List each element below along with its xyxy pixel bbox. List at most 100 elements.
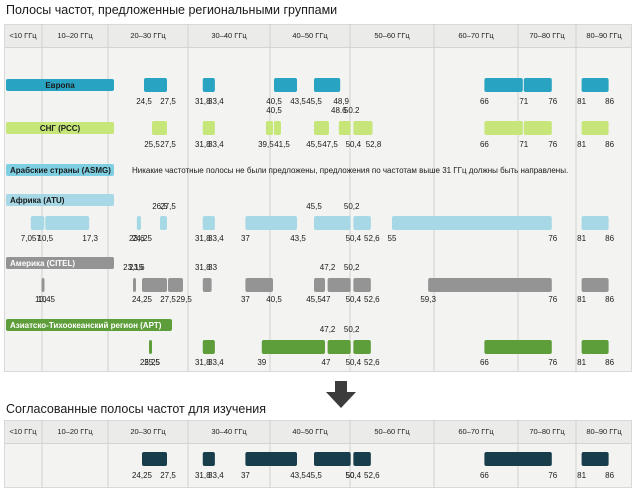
agreed-edge-label: 50,4 bbox=[346, 471, 362, 480]
band-edge-label: 40,5 bbox=[266, 106, 282, 115]
band-edge-label: 31,8 bbox=[195, 97, 211, 106]
column-label: 70–80 ГГц bbox=[529, 31, 565, 40]
band-edge-label: 24,25 bbox=[132, 234, 153, 243]
band-edge-label: 33,4 bbox=[208, 140, 224, 149]
frequency-band bbox=[314, 78, 341, 92]
frequency-band bbox=[160, 216, 167, 230]
band-edge-label: 76 bbox=[548, 140, 557, 149]
band-edge-label: 47 bbox=[322, 295, 331, 304]
band-edge-label: 50,2 bbox=[344, 263, 360, 272]
frequency-band bbox=[142, 278, 167, 292]
band-edge-label: 25,5 bbox=[144, 140, 160, 149]
band-edge-label: 10 bbox=[38, 295, 47, 304]
band-edge-label: 7,057 bbox=[21, 234, 42, 243]
frequency-band bbox=[581, 216, 609, 230]
frequency-band bbox=[168, 278, 183, 292]
band-edge-label: 52,8 bbox=[366, 140, 382, 149]
frequency-band bbox=[133, 278, 136, 292]
band-edge-label: 39 bbox=[257, 358, 266, 367]
band-edge-label: 52,6 bbox=[364, 295, 380, 304]
band-edge-label: 43,5 bbox=[290, 234, 306, 243]
band-edge-label: 66 bbox=[480, 140, 489, 149]
frequency-band bbox=[581, 121, 609, 135]
frequency-band bbox=[428, 278, 552, 292]
frequency-band bbox=[274, 121, 281, 135]
frequency-band bbox=[314, 216, 351, 230]
group-label-europe: Европа bbox=[45, 81, 75, 90]
agreed-edge-label: 24,25 bbox=[132, 471, 153, 480]
group-label-americas: Америка (CITEL) bbox=[10, 259, 75, 268]
group-label-apt: Азиатско-Тихоокеанский регион (APT) bbox=[10, 321, 162, 330]
band-edge-label: 33,4 bbox=[208, 358, 224, 367]
band-edge-label: 52,6 bbox=[364, 358, 380, 367]
group-label-badge bbox=[6, 319, 172, 331]
column-label: <10 ГГц bbox=[9, 427, 37, 436]
frequency-band bbox=[392, 216, 552, 230]
band-edge-label: 24,5 bbox=[136, 97, 152, 106]
agreed-band bbox=[245, 452, 297, 466]
band-edge-label: 76 bbox=[548, 97, 557, 106]
column-label: 10–20 ГГц bbox=[57, 31, 93, 40]
frequency-band bbox=[136, 216, 141, 230]
frequency-band bbox=[265, 121, 273, 135]
frequency-band bbox=[152, 121, 167, 135]
band-edge-label: 47 bbox=[322, 358, 331, 367]
frequency-band bbox=[202, 278, 212, 292]
group-label-arab: Арабские страны (ASMG) bbox=[10, 166, 111, 175]
frequency-band bbox=[327, 278, 351, 292]
column-label: 40–50 ГГц bbox=[292, 427, 328, 436]
band-edge-label: 76 bbox=[548, 234, 557, 243]
band-edge-label: 45,5 bbox=[306, 97, 322, 106]
agreed-edge-label: 86 bbox=[605, 471, 614, 480]
band-edge-label: 81 bbox=[577, 97, 586, 106]
band-edge-label: 81 bbox=[577, 358, 586, 367]
agreed-band bbox=[142, 452, 167, 466]
frequency-band bbox=[144, 78, 167, 92]
column-label: 40–50 ГГц bbox=[292, 31, 328, 40]
frequency-band bbox=[261, 340, 325, 354]
agreed-edge-label: 37 bbox=[241, 471, 250, 480]
column-label: 30–40 ГГц bbox=[211, 427, 247, 436]
band-edge-label: 48.6 bbox=[331, 106, 347, 115]
group-label-badge bbox=[6, 164, 114, 176]
group-label-badge bbox=[6, 257, 114, 269]
frequency-band bbox=[353, 278, 371, 292]
band-edge-label: 40,5 bbox=[266, 295, 282, 304]
agreed-band bbox=[314, 452, 351, 466]
band-edge-label: 23,6 bbox=[129, 234, 145, 243]
agreed-band bbox=[484, 452, 552, 466]
band-edge-label: 59,3 bbox=[420, 295, 436, 304]
frequency-band bbox=[338, 121, 351, 135]
band-edge-label: 66 bbox=[480, 97, 489, 106]
agreed-edge-label: 27,5 bbox=[160, 471, 176, 480]
band-edge-label: 25,5 bbox=[144, 358, 160, 367]
band-edge-label: 86 bbox=[605, 234, 614, 243]
band-edge-label: 81 bbox=[577, 140, 586, 149]
agreed-band bbox=[581, 452, 609, 466]
band-edge-label: 26,5 bbox=[152, 202, 168, 211]
band-edge-label: 25,25 bbox=[140, 358, 161, 367]
band-edge-label: 33 bbox=[208, 263, 217, 272]
group-note: Никакие частотные полосы не были предлож… bbox=[132, 166, 568, 175]
band-edge-label: 47,2 bbox=[320, 325, 336, 334]
frequency-band bbox=[353, 121, 373, 135]
frequency-band bbox=[353, 216, 371, 230]
band-edge-label: 48,9 bbox=[333, 97, 349, 106]
frequency-band bbox=[581, 78, 609, 92]
frequency-band bbox=[245, 278, 273, 292]
band-edge-label: 31,8 bbox=[195, 140, 211, 149]
frequency-band bbox=[149, 340, 152, 354]
group-label-badge bbox=[6, 194, 114, 206]
column-label: 70–80 ГГц bbox=[529, 427, 565, 436]
band-edge-label: 31,8 bbox=[195, 234, 211, 243]
band-edge-label: 37 bbox=[241, 234, 250, 243]
frequency-band bbox=[314, 121, 329, 135]
band-edge-label: 86 bbox=[605, 140, 614, 149]
band-edge-label: 81 bbox=[577, 234, 586, 243]
frequency-band bbox=[314, 278, 325, 292]
frequency-header bbox=[5, 25, 631, 48]
agreed-band bbox=[353, 452, 371, 466]
band-edge-label: 50.2 bbox=[344, 106, 360, 115]
column-label: 20–30 ГГц bbox=[130, 427, 166, 436]
frequency-band bbox=[245, 216, 297, 230]
